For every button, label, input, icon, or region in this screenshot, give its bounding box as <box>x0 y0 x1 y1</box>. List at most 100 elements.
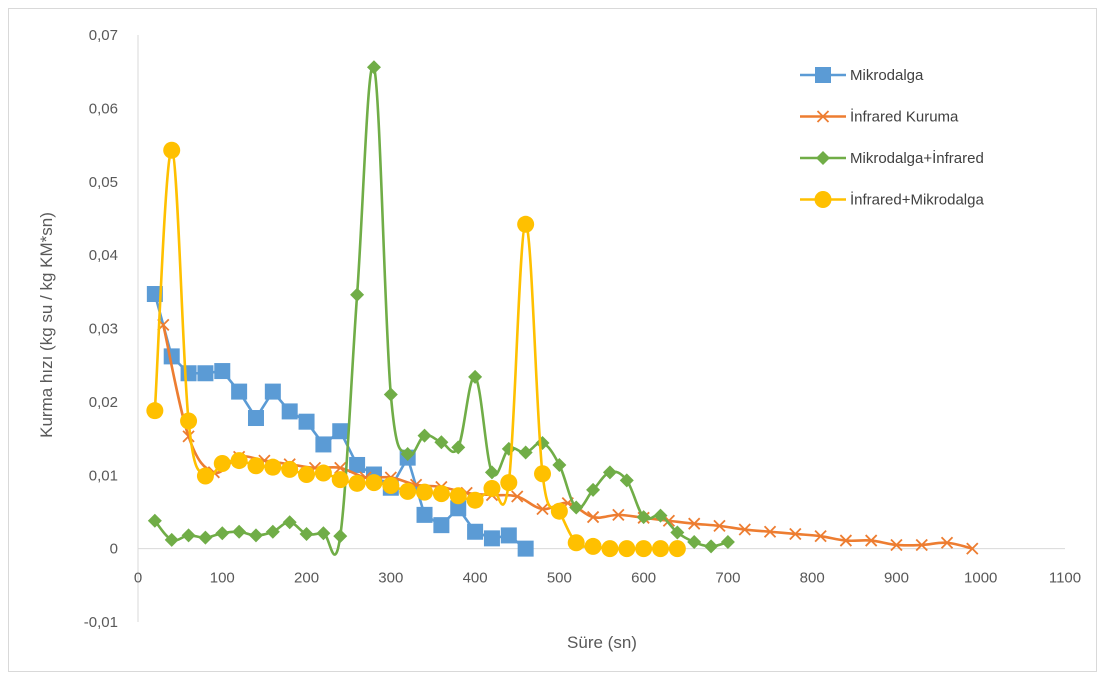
data-point <box>180 365 197 382</box>
data-point <box>146 286 163 303</box>
x-tick-label: 500 <box>547 570 572 587</box>
data-point <box>966 542 979 555</box>
data-point <box>518 445 533 460</box>
legend-swatch-marker <box>814 191 832 208</box>
legend-label: Mikrodalga+İnfrared <box>850 149 984 167</box>
x-tick-label: 400 <box>463 570 488 587</box>
y-tick-label: 0,03 <box>89 321 118 338</box>
data-point <box>417 428 432 443</box>
data-point <box>198 530 213 545</box>
data-point <box>348 474 366 492</box>
data-point <box>147 513 162 528</box>
data-point <box>763 525 777 538</box>
series-layer <box>146 60 979 558</box>
data-point <box>215 526 230 541</box>
data-point <box>399 482 417 500</box>
data-point <box>333 529 348 544</box>
legend-label: İnfrared+Mikrodalga <box>850 191 984 209</box>
x-tick-label: 1000 <box>964 570 997 587</box>
data-point <box>265 524 280 539</box>
data-point <box>316 526 331 541</box>
data-point <box>720 535 735 550</box>
legend-item: Mikrodalga+İnfrared <box>800 149 984 167</box>
legend-swatch-marker <box>816 110 830 123</box>
data-point <box>550 502 568 520</box>
data-point <box>197 365 214 382</box>
data-point <box>536 502 549 516</box>
x-tick-label: 900 <box>884 570 909 587</box>
series-3 <box>147 60 735 556</box>
data-point <box>180 412 198 430</box>
data-point <box>449 487 467 505</box>
legend: Mikrodalga İnfrared Kuruma Mikrodalga+İnfr… <box>800 67 984 209</box>
data-point <box>789 527 802 541</box>
data-point <box>890 538 903 552</box>
data-point <box>586 510 600 524</box>
data-point <box>382 477 400 495</box>
data-point <box>534 465 552 483</box>
data-point <box>196 467 214 485</box>
data-point <box>602 465 617 480</box>
legend-label: Mikrodalga <box>850 67 924 84</box>
data-point <box>500 527 517 544</box>
data-point <box>231 383 248 400</box>
data-point <box>467 523 484 540</box>
data-point <box>688 517 701 530</box>
data-point <box>915 538 928 552</box>
data-point <box>247 457 265 475</box>
data-point <box>331 471 349 489</box>
data-point <box>164 532 179 547</box>
data-point <box>298 413 315 430</box>
data-point <box>653 508 668 523</box>
data-point <box>416 483 434 501</box>
data-point <box>865 534 878 547</box>
data-point <box>400 446 415 461</box>
data-point <box>248 528 263 543</box>
data-point <box>230 452 248 470</box>
data-point <box>282 515 297 530</box>
x-tick-label: 1100 <box>1049 570 1081 587</box>
chart-border <box>8 8 1097 672</box>
y-tick-label: 0,07 <box>89 27 118 44</box>
x-tick-label: 700 <box>715 570 740 587</box>
data-point <box>450 500 467 517</box>
data-point <box>264 383 281 400</box>
y-tick-label: 0,05 <box>89 174 118 191</box>
data-point <box>500 474 518 492</box>
y-tick-label: 0 <box>110 541 118 558</box>
data-point <box>466 491 484 509</box>
data-point <box>483 530 500 547</box>
data-point <box>432 485 450 503</box>
data-point <box>334 461 347 475</box>
data-point <box>232 524 247 539</box>
data-point <box>434 435 449 450</box>
data-point <box>483 479 501 497</box>
data-point <box>365 474 383 492</box>
data-point <box>350 287 365 302</box>
data-point <box>619 473 634 488</box>
y-tick-label: 0,06 <box>89 100 118 117</box>
data-point <box>146 402 164 420</box>
data-point <box>567 534 585 552</box>
data-point <box>484 465 499 480</box>
data-point <box>299 526 314 541</box>
data-point <box>349 456 366 473</box>
data-point <box>163 141 181 159</box>
legend-label: İnfrared Kuruma <box>850 108 959 126</box>
data-point <box>687 535 702 550</box>
data-point <box>601 540 619 558</box>
x-tick-label: 600 <box>631 570 656 587</box>
data-point <box>281 460 299 478</box>
data-point <box>182 430 195 443</box>
data-point <box>517 215 535 233</box>
axes-layer: -0,01 0 0,01 0,02 0,03 0,04 0,05 0,06 0,07 0 100 20… <box>84 27 1081 631</box>
data-point <box>713 519 726 533</box>
data-point <box>704 539 719 554</box>
y-tick-label: 0,04 <box>89 247 118 264</box>
legend-item: İnfrared+Mikrodalga <box>800 191 984 209</box>
data-point <box>451 440 466 455</box>
data-point <box>584 537 602 555</box>
legend-swatch-marker <box>816 151 830 165</box>
